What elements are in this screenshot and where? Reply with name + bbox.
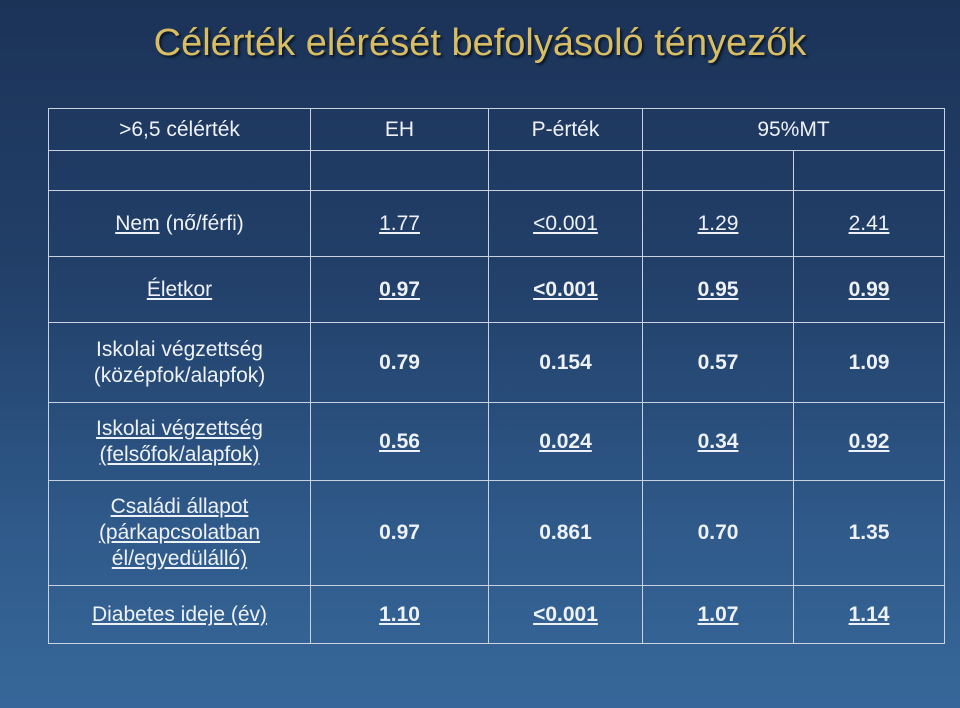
label-line: Nem (115, 211, 160, 235)
value-cell: 1.10 (310, 585, 489, 644)
header-text: 95%MT (757, 117, 830, 141)
value-text: 0.99 (848, 277, 890, 301)
value-cell: <0.001 (488, 256, 643, 323)
value-cell: 0.861 (488, 480, 643, 586)
value-text: 0.34 (697, 429, 739, 453)
row-label: Diabetes ideje (év) (48, 585, 311, 644)
label-wrap: Iskolai végzettség (középfok/alapfok) (94, 337, 266, 389)
value-text: 1.77 (379, 211, 420, 235)
value-cell: <0.001 (488, 585, 643, 644)
value-cell: 1.29 (642, 190, 794, 257)
label-wrap: Családi állapot (párkapcsolatban él/egyedü… (99, 494, 260, 572)
value-text: 0.024 (539, 429, 592, 453)
row-label: Nem (nő/férfi) (48, 190, 311, 257)
value-cell: 0.70 (642, 480, 794, 586)
value-cell: <0.001 (488, 190, 643, 257)
value-cell: 0.79 (310, 322, 489, 403)
row-label: Családi állapot (párkapcsolatban él/egyedü… (48, 480, 311, 586)
value-cell: 0.34 (642, 402, 794, 481)
value-text: 0.154 (539, 350, 592, 374)
empty-cell (793, 150, 945, 191)
value-cell: 1.35 (793, 480, 945, 586)
value-cell: 0.56 (310, 402, 489, 481)
value-cell: 1.14 (793, 585, 945, 644)
value-text: 0.79 (379, 350, 420, 374)
label-wrap: Nem (nő/férfi) (115, 211, 244, 237)
value-text: 1.35 (848, 521, 890, 544)
column-header: 95%MT (642, 108, 945, 151)
value-text: 0.70 (697, 521, 739, 544)
value-text: 0.95 (697, 277, 739, 301)
label-wrap: Diabetes ideje (év) (92, 602, 267, 628)
value-text: 2.41 (848, 211, 890, 235)
value-cell: 0.95 (642, 256, 794, 323)
value-cell: 0.97 (310, 256, 489, 323)
value-text: 0.861 (539, 521, 592, 544)
value-text: 1.29 (697, 211, 739, 235)
empty-cell (642, 150, 794, 191)
header-text: >6,5 célérték (119, 117, 240, 141)
slide-title: Célérték elérését befolyásoló tényezők (153, 22, 807, 64)
column-header: >6,5 célérték (48, 108, 311, 151)
label-wrap: Életkor (147, 277, 212, 303)
value-text: <0.001 (533, 277, 598, 301)
header-text: EH (384, 117, 415, 141)
value-cell: 0.024 (488, 402, 643, 481)
value-text: 0.97 (379, 521, 420, 544)
value-cell: 0.57 (642, 322, 794, 403)
value-cell: 0.97 (310, 480, 489, 586)
value-text: 1.07 (697, 602, 739, 626)
label-line: (párkapcsolatban (98, 521, 261, 544)
value-cell: 0.154 (488, 322, 643, 403)
column-header: P-érték (488, 108, 643, 151)
value-text: 1.10 (379, 602, 420, 626)
value-text: 0.92 (848, 429, 890, 453)
label-line: Családi állapot (110, 495, 249, 518)
row-label: Életkor (48, 256, 311, 323)
label-line: Diabetes ideje (év) (91, 602, 268, 626)
value-text: <0.001 (533, 602, 598, 626)
value-cell: 0.92 (793, 402, 945, 481)
empty-cell (488, 150, 643, 191)
value-text: 0.97 (379, 277, 420, 301)
label-line: (nő/férfi) (165, 211, 244, 235)
value-cell: 1.77 (310, 190, 489, 257)
value-cell: 2.41 (793, 190, 945, 257)
row-label: Iskolai végzettség (középfok/alapfok) (48, 322, 311, 403)
value-text: 1.09 (848, 350, 890, 374)
label-line: Életkor (146, 277, 213, 301)
value-cell: 1.09 (793, 322, 945, 403)
value-text: <0.001 (533, 211, 598, 235)
value-text: 0.57 (697, 350, 739, 374)
label-line: (középfok/alapfok) (93, 363, 266, 387)
empty-cell (310, 150, 489, 191)
label-line: Iskolai végzettség (96, 337, 263, 361)
value-text: 0.56 (379, 429, 420, 453)
column-header: EH (310, 108, 489, 151)
header-text: P-érték (531, 117, 600, 141)
value-text: 1.14 (848, 602, 890, 626)
value-cell: 0.99 (793, 256, 945, 323)
value-cell: 1.07 (642, 585, 794, 644)
label-line: él/egyedülálló) (111, 547, 248, 570)
row-label: Iskolai végzettség (felsőfok/alapfok) (48, 402, 311, 481)
empty-cell (48, 150, 311, 191)
label-line: (felsőfok/alapfok) (99, 442, 260, 466)
label-wrap: Iskolai végzettség (felsőfok/alapfok) (96, 416, 263, 468)
label-line: Iskolai végzettség (96, 416, 263, 440)
